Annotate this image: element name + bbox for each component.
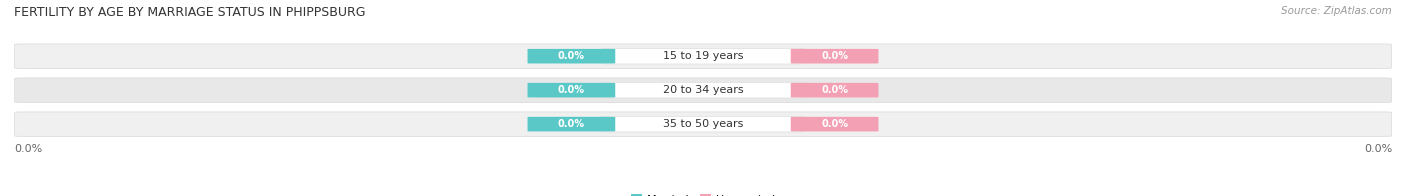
FancyBboxPatch shape [14,44,1392,68]
Text: Source: ZipAtlas.com: Source: ZipAtlas.com [1281,6,1392,16]
Text: 0.0%: 0.0% [558,51,585,61]
FancyBboxPatch shape [527,117,616,132]
Text: 0.0%: 0.0% [821,119,848,129]
Text: FERTILITY BY AGE BY MARRIAGE STATUS IN PHIPPSBURG: FERTILITY BY AGE BY MARRIAGE STATUS IN P… [14,6,366,19]
Text: 0.0%: 0.0% [821,51,848,61]
FancyBboxPatch shape [527,49,616,64]
Text: 20 to 34 years: 20 to 34 years [662,85,744,95]
FancyBboxPatch shape [14,112,1392,136]
FancyBboxPatch shape [527,83,616,97]
Text: 0.0%: 0.0% [558,85,585,95]
FancyBboxPatch shape [14,78,1392,102]
Text: 35 to 50 years: 35 to 50 years [662,119,744,129]
FancyBboxPatch shape [790,117,879,132]
FancyBboxPatch shape [602,116,804,132]
Text: 0.0%: 0.0% [821,85,848,95]
FancyBboxPatch shape [602,82,804,98]
FancyBboxPatch shape [602,48,804,64]
Legend: Married, Unmarried: Married, Unmarried [627,190,779,196]
FancyBboxPatch shape [790,49,879,64]
Text: 0.0%: 0.0% [558,119,585,129]
FancyBboxPatch shape [790,83,879,97]
Text: 15 to 19 years: 15 to 19 years [662,51,744,61]
